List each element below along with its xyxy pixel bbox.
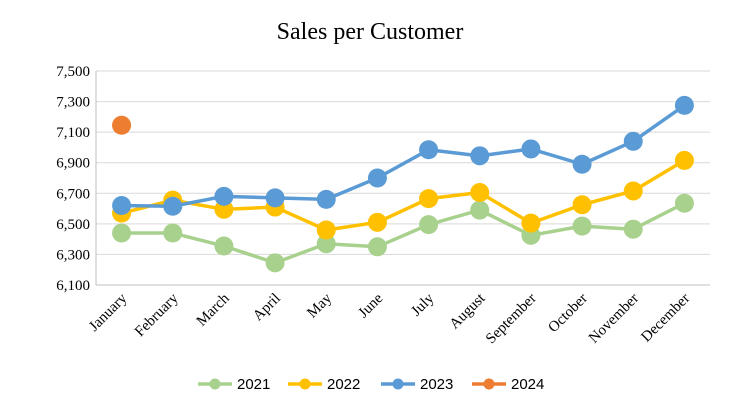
legend-label: 2022 bbox=[327, 376, 360, 393]
x-tick-label: January bbox=[86, 290, 131, 335]
series-lines bbox=[112, 95, 694, 273]
data-point-2021 bbox=[265, 253, 285, 273]
y-axis: 6,100 6,300 6,500 6,700 6,900 7,100 7,300 7,500 bbox=[56, 64, 97, 294]
x-tick-label: March bbox=[194, 290, 233, 329]
x-tick-label: April bbox=[250, 291, 284, 325]
data-point-2023 bbox=[521, 139, 541, 159]
data-point-2021 bbox=[367, 237, 387, 257]
data-point-2021 bbox=[419, 215, 439, 235]
y-tick-label: 6,700 bbox=[56, 186, 90, 202]
data-point-2022 bbox=[674, 150, 694, 170]
legend-label: 2023 bbox=[420, 376, 453, 393]
data-point-2022 bbox=[521, 213, 541, 233]
x-tick-label: November bbox=[586, 291, 642, 347]
data-point-2022 bbox=[316, 220, 336, 240]
data-point-2023 bbox=[316, 189, 336, 209]
data-point-2021 bbox=[112, 223, 132, 243]
x-tick-label: July bbox=[408, 290, 437, 319]
data-point-2022 bbox=[623, 181, 643, 201]
data-point-2021 bbox=[674, 193, 694, 213]
data-point-2023 bbox=[112, 196, 132, 216]
y-tick-label: 6,500 bbox=[56, 217, 90, 233]
legend-swatch-marker bbox=[299, 378, 311, 390]
data-point-2021 bbox=[214, 236, 234, 256]
data-point-2023 bbox=[214, 186, 234, 206]
series-2024 bbox=[112, 115, 132, 135]
data-point-2021 bbox=[572, 216, 592, 236]
data-point-2023 bbox=[623, 131, 643, 151]
x-tick-label: May bbox=[304, 290, 335, 321]
y-tick-label: 7,100 bbox=[56, 125, 90, 141]
legend-swatch-marker bbox=[209, 378, 221, 390]
x-tick-label: February bbox=[132, 290, 182, 340]
data-point-2021 bbox=[163, 223, 183, 243]
data-point-2023 bbox=[572, 154, 592, 174]
y-tick-label: 6,300 bbox=[56, 247, 90, 263]
data-point-2022 bbox=[419, 189, 439, 209]
x-tick-label: September bbox=[483, 291, 540, 348]
data-point-2023 bbox=[265, 188, 285, 208]
legend-item-2023: 2023 bbox=[381, 376, 453, 393]
series-2021 bbox=[112, 193, 694, 273]
legend-label: 2024 bbox=[511, 376, 544, 393]
data-point-2021 bbox=[470, 200, 490, 220]
data-point-2023 bbox=[163, 196, 183, 216]
data-point-2023 bbox=[674, 95, 694, 115]
legend-swatch-marker bbox=[483, 378, 495, 390]
x-tick-label: June bbox=[355, 290, 386, 321]
y-tick-label: 7,500 bbox=[56, 64, 90, 80]
data-point-2021 bbox=[316, 234, 336, 254]
gridlines bbox=[96, 70, 710, 286]
legend-item-2024: 2024 bbox=[472, 376, 544, 393]
legend: 2021 2022 2023 2024 bbox=[198, 376, 544, 393]
x-axis: January February March April May June July Augu… bbox=[86, 284, 710, 348]
legend-item-2021: 2021 bbox=[198, 376, 270, 393]
x-tick-label: August bbox=[447, 290, 490, 333]
data-point-2023 bbox=[367, 168, 387, 188]
data-point-2022 bbox=[470, 183, 490, 203]
series-2023 bbox=[112, 95, 694, 216]
legend-item-2022: 2022 bbox=[288, 376, 360, 393]
y-tick-label: 6,100 bbox=[56, 278, 90, 294]
x-tick-label: October bbox=[545, 291, 590, 336]
data-point-2024 bbox=[112, 115, 132, 135]
legend-swatch-marker bbox=[392, 378, 404, 390]
chart-title: Sales per Customer bbox=[277, 19, 464, 45]
series-line-2023 bbox=[121, 103, 686, 209]
data-point-2022 bbox=[572, 195, 592, 215]
data-point-2023 bbox=[419, 140, 439, 160]
series-line-2022 bbox=[121, 158, 686, 232]
data-point-2023 bbox=[470, 146, 490, 166]
y-tick-label: 7,300 bbox=[56, 95, 90, 111]
y-tick-label: 6,900 bbox=[56, 156, 90, 172]
data-point-2022 bbox=[214, 199, 234, 219]
x-tick-label: December bbox=[638, 291, 693, 346]
data-point-2022 bbox=[367, 212, 387, 232]
legend-label: 2021 bbox=[237, 376, 270, 393]
data-point-2021 bbox=[623, 219, 643, 239]
